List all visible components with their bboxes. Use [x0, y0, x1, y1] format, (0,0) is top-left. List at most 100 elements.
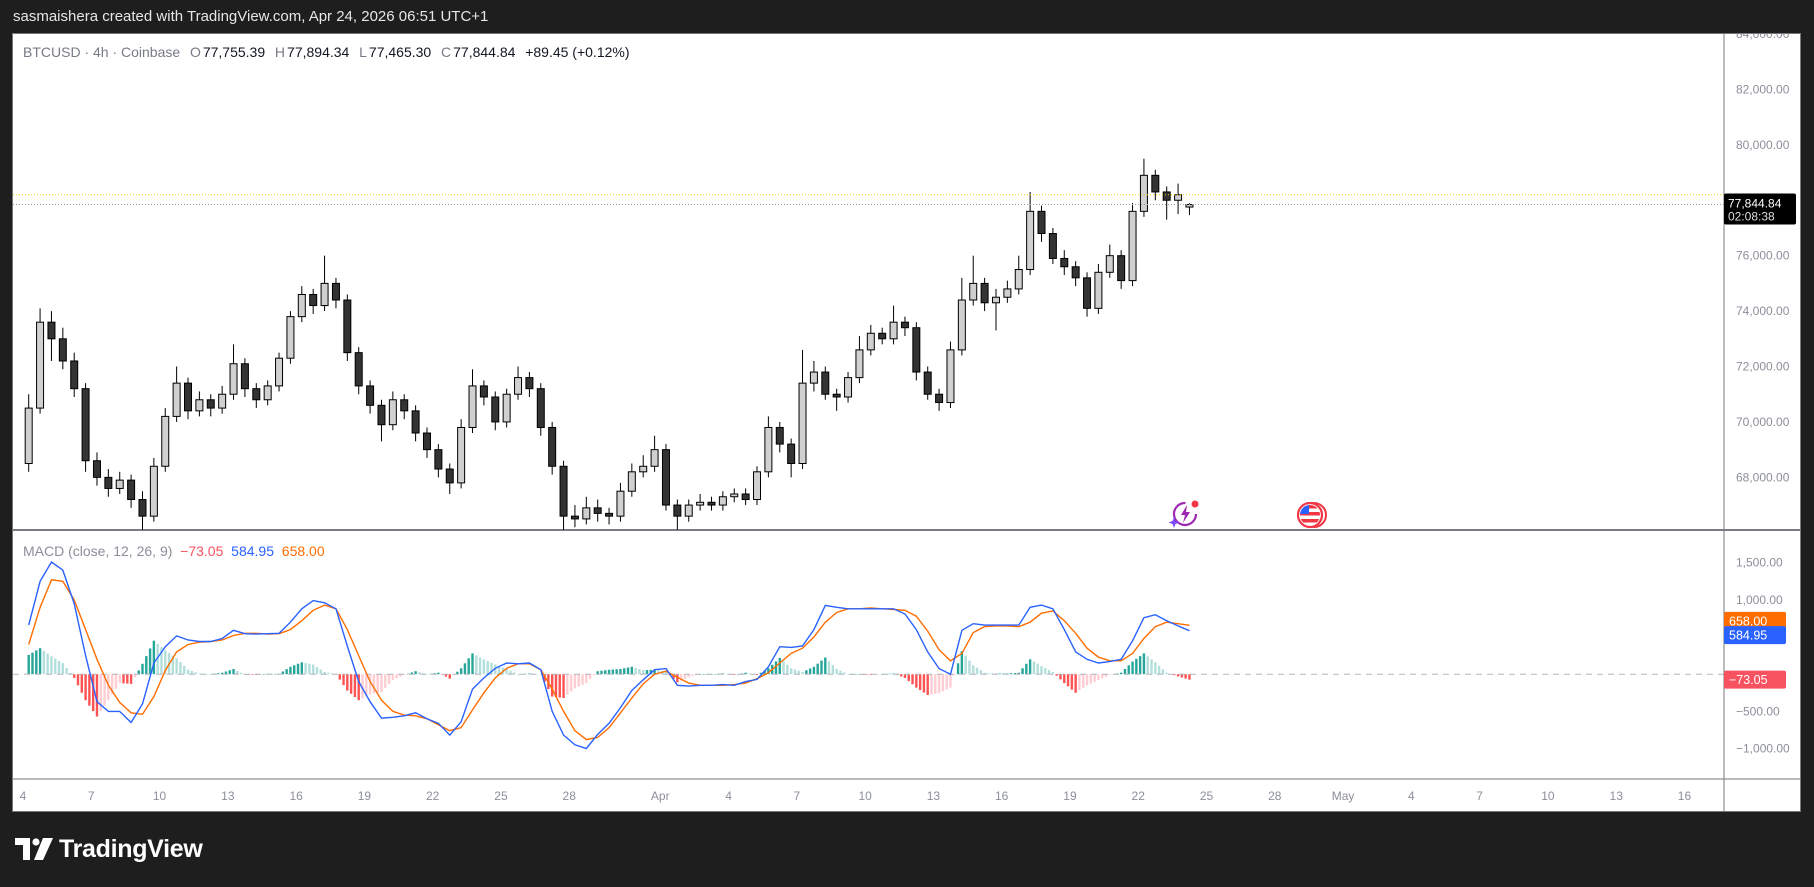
- macd-histogram-bar: [164, 650, 167, 675]
- candle-up: [195, 399, 204, 412]
- macd-histogram-bar: [69, 672, 72, 675]
- macd-histogram-bar: [209, 674, 212, 675]
- macd-hist-axis-badge: [1724, 670, 1786, 689]
- macd-histogram-bar: [171, 655, 175, 675]
- time-tick-label: 10: [153, 789, 167, 803]
- macd-histogram-bar: [380, 674, 383, 693]
- macd-histogram-bar: [1066, 674, 1070, 687]
- candle-down: [206, 399, 215, 409]
- candle-down: [570, 515, 579, 520]
- macd-histogram-bar: [1078, 674, 1081, 691]
- macd-histogram-bar: [528, 673, 531, 675]
- macd-histogram-bar: [285, 669, 288, 675]
- candle-up: [218, 393, 227, 409]
- macd-histogram-bar: [137, 670, 140, 675]
- macd-histogram-bar: [95, 674, 99, 717]
- macd-histogram-bar: [61, 663, 65, 675]
- macd-histogram-bar: [562, 674, 565, 698]
- macd-histogram-bar: [1063, 674, 1066, 684]
- candle-up: [844, 377, 853, 398]
- macd-histogram-bar: [824, 657, 827, 675]
- macd-histogram-bar: [687, 674, 690, 678]
- macd-histogram-bar: [865, 674, 869, 675]
- price-tick-label: 84,000.00: [1736, 34, 1790, 41]
- macd-histogram-bar: [395, 674, 398, 679]
- time-tick-label: 25: [1200, 789, 1214, 803]
- macd-histogram-bar: [54, 658, 57, 675]
- macd-histogram-bar: [550, 674, 554, 697]
- candle-down: [775, 426, 784, 445]
- macd-histogram-bar: [831, 665, 835, 675]
- symbol-info[interactable]: BTCUSD · 4h · Coinbase: [23, 44, 181, 60]
- macd-histogram-bar: [964, 655, 967, 675]
- candle-up: [388, 399, 397, 426]
- macd-histogram-bar: [490, 662, 493, 675]
- macd-histogram-bar: [323, 671, 326, 675]
- macd-histogram-bar: [38, 648, 42, 675]
- macd-histogram-bar: [539, 674, 542, 675]
- macd-histogram-bar: [509, 670, 512, 675]
- lightning-event-icon[interactable]: [1168, 498, 1202, 535]
- macd-signal-axis-badge: [1724, 611, 1786, 630]
- candle-down: [673, 504, 682, 517]
- macd-histogram-bar: [141, 663, 144, 675]
- candle-down: [366, 385, 375, 406]
- tradingview-logo[interactable]: TradingView: [15, 834, 203, 864]
- macd-histogram-bar: [429, 673, 432, 675]
- macd-histogram-bar: [1009, 673, 1013, 675]
- macd-histogram-bar: [467, 658, 470, 675]
- macd-histogram-bar: [122, 674, 125, 684]
- macd-histogram-bar: [619, 668, 622, 675]
- macd-histogram-bar: [615, 669, 618, 675]
- candle-up: [718, 496, 727, 506]
- macd-histogram-bar: [126, 674, 129, 684]
- close-label: C: [441, 44, 452, 60]
- macd-histogram-bar: [418, 672, 421, 675]
- macd-histogram-bar: [494, 664, 497, 675]
- macd-histogram-bar: [220, 672, 224, 675]
- macd-histogram-bar: [239, 672, 243, 675]
- time-tick-label: 4: [725, 789, 732, 803]
- macd-histogram-bar: [1074, 674, 1077, 693]
- macd-histogram-bar: [1025, 663, 1028, 675]
- macd-histogram-bar: [27, 654, 30, 675]
- macd-histogram-bar: [76, 674, 80, 686]
- macd-histogram-bar: [702, 674, 706, 675]
- macd-histogram-bar: [607, 669, 611, 675]
- macd-histogram-bar: [179, 662, 182, 675]
- candle-down: [377, 404, 386, 426]
- candle-up: [1128, 210, 1137, 282]
- macd-histogram-bar: [1032, 661, 1036, 675]
- macd-line-value: 584.95: [231, 543, 274, 559]
- candle-down: [127, 479, 136, 501]
- open-label: O: [189, 44, 201, 60]
- macd-histogram-bar: [573, 674, 577, 689]
- candle-down: [309, 293, 318, 307]
- macd-histogram-bar: [972, 665, 975, 675]
- macd-histogram-bar: [941, 674, 945, 692]
- macd-histogram-bar: [145, 656, 148, 675]
- time-tick-label: 16: [995, 789, 1009, 803]
- macd-histogram-bar: [368, 674, 372, 695]
- macd-histogram-bar: [782, 661, 785, 675]
- macd-histogram-bar: [657, 670, 660, 675]
- symbol-legend: BTCUSD · 4h · Coinbase O 77,755.39 H 77,89…: [23, 44, 632, 60]
- time-tick-label: 16: [289, 789, 303, 803]
- candle-down: [434, 449, 443, 470]
- macd-histogram-bar: [505, 668, 508, 675]
- macd-title[interactable]: MACD (close, 12, 26, 9): [23, 543, 173, 559]
- macd-histogram-bar: [816, 663, 819, 675]
- macd-histogram-bar: [566, 674, 569, 695]
- macd-histogram-bar: [425, 674, 429, 675]
- macd-histogram-bar: [448, 674, 451, 679]
- us-flag-economic-event-icon[interactable]: [1295, 500, 1329, 535]
- chart-canvas[interactable]: 84,000.00 82,000.00 80,000.00 76,000.00 74,0…: [13, 34, 1800, 811]
- candle-up: [866, 332, 875, 351]
- candle-up: [650, 449, 659, 467]
- macd-histogram-bar: [1040, 666, 1043, 675]
- macd-histogram-bar: [293, 665, 296, 675]
- candle-up: [1094, 271, 1103, 309]
- macd-histogram-bar: [979, 670, 983, 675]
- macd-histogram-bar: [1184, 674, 1187, 679]
- macd-histogram-bar: [581, 674, 584, 685]
